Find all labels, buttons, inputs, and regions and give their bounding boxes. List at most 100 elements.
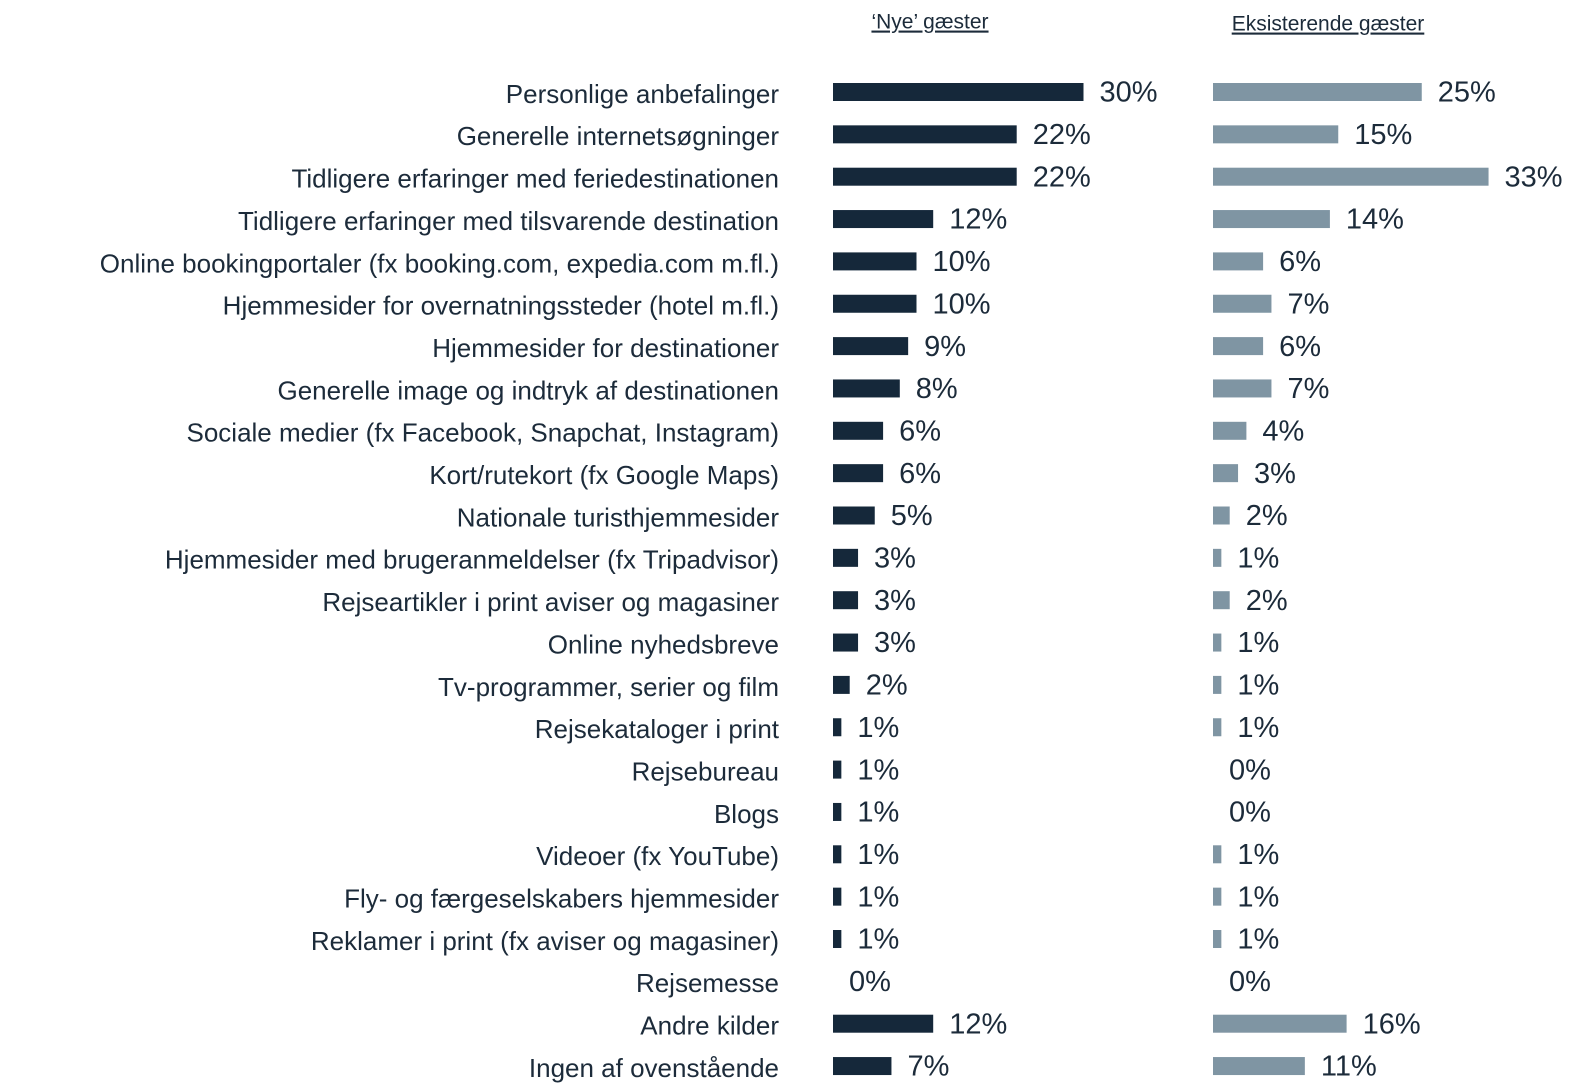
value-label: 4%: [1262, 415, 1304, 447]
value-label: 2%: [1246, 500, 1288, 532]
bar: [1213, 506, 1230, 525]
category-label: Ingen af ovenstående: [529, 1053, 779, 1083]
category-label: Hjemmesider for overnatningssteder (hote…: [223, 291, 779, 321]
category-label: Rejsebureau: [632, 756, 779, 786]
value-label: 1%: [1237, 924, 1279, 956]
bar: [1213, 1057, 1305, 1076]
value-label: 1%: [1237, 712, 1279, 744]
bar: [833, 337, 909, 356]
value-label: 15%: [1354, 119, 1412, 151]
value-label: 33%: [1505, 161, 1563, 193]
value-label: 16%: [1363, 1008, 1421, 1040]
value-label: 0%: [1229, 966, 1271, 998]
bar: [833, 252, 917, 271]
value-label: 2%: [1246, 585, 1288, 617]
category-label: Online nyhedsbreve: [548, 629, 779, 659]
value-label: 7%: [1287, 373, 1329, 405]
category-label: Tidligere erfaringer med tilsvarende des…: [238, 206, 779, 236]
bar: [833, 125, 1017, 144]
value-label: 0%: [849, 966, 891, 998]
bar: [833, 379, 900, 398]
value-label: 0%: [1229, 797, 1271, 829]
bar: [833, 83, 1084, 101]
bar: [1213, 591, 1230, 610]
bar: [833, 167, 1017, 186]
bar: [1213, 379, 1272, 398]
value-label: 6%: [1279, 246, 1321, 278]
value-label: 1%: [1237, 627, 1279, 659]
bar: [833, 845, 842, 864]
category-label: Tv-programmer, serier og film: [438, 672, 779, 702]
bar: [833, 887, 842, 906]
bar: [833, 464, 884, 483]
value-label: 6%: [899, 415, 941, 447]
bar: [833, 421, 884, 440]
bar: [833, 506, 875, 525]
value-label: 3%: [1254, 458, 1296, 490]
value-label: 22%: [1033, 119, 1091, 151]
bar: [1213, 464, 1239, 483]
value-label: 22%: [1033, 161, 1091, 193]
category-label: Personlige anbefalinger: [506, 79, 780, 109]
value-label: 1%: [1237, 543, 1279, 575]
bar: [1213, 83, 1422, 101]
value-label: 0%: [1229, 754, 1271, 786]
bar: [833, 1014, 934, 1033]
value-label: 2%: [866, 670, 908, 702]
bar: [1213, 675, 1222, 694]
bar: [833, 675, 850, 694]
bar: [1213, 633, 1222, 652]
value-label: 9%: [924, 331, 966, 363]
category-label: Online bookingportaler (fx booking.com, …: [100, 248, 779, 278]
legend-entry: Eksisterende gæster: [1232, 13, 1425, 36]
value-label: 6%: [899, 458, 941, 490]
category-label: Blogs: [714, 799, 779, 829]
value-label: 10%: [933, 246, 991, 278]
category-label: Rejseartikler i print aviser og magasine…: [322, 587, 779, 617]
value-label: 5%: [891, 500, 933, 532]
legend-entry: ‘Nye’ gæster: [871, 11, 988, 34]
category-label: Rejsekataloger i print: [535, 714, 780, 744]
bar: [1213, 845, 1222, 864]
value-label: 1%: [857, 754, 899, 786]
bar: [1213, 718, 1222, 737]
bar: [833, 930, 842, 948]
bar: [833, 294, 917, 313]
value-label: 1%: [857, 797, 899, 829]
bar: [833, 210, 934, 229]
bar: [833, 633, 859, 652]
value-label: 3%: [874, 585, 916, 617]
category-label: Generelle internetsøgninger: [457, 121, 780, 151]
category-label: Andre kilder: [640, 1011, 779, 1041]
value-label: 14%: [1346, 204, 1404, 236]
bar: [1213, 337, 1264, 356]
category-label: Reklamer i print (fx aviser og magasiner…: [311, 926, 779, 956]
bar: [1213, 421, 1247, 440]
value-label: 1%: [857, 712, 899, 744]
bar: [1213, 125, 1339, 144]
value-label: 1%: [857, 924, 899, 956]
bar: [1213, 210, 1330, 229]
category-label: Generelle image og indtryk af destinatio…: [277, 375, 779, 405]
bar: [833, 591, 859, 610]
value-label: 30%: [1100, 77, 1158, 109]
value-label: 6%: [1279, 331, 1321, 363]
bar: [1213, 1014, 1347, 1033]
category-label: Hjemmesider for destinationer: [432, 333, 779, 363]
value-label: 8%: [916, 373, 958, 405]
bar: [833, 548, 859, 567]
value-label: 25%: [1438, 77, 1496, 109]
value-label: 1%: [1237, 670, 1279, 702]
category-label: Kort/rutekort (fx Google Maps): [429, 460, 779, 490]
category-label: Tidligere erfaringer med feriedestinatio…: [291, 164, 779, 194]
bar: [1213, 548, 1222, 567]
bar: [1213, 252, 1264, 271]
bar: [833, 1057, 892, 1076]
bar: [1213, 294, 1272, 313]
value-label: 12%: [949, 1008, 1007, 1040]
value-label: 1%: [857, 881, 899, 913]
value-label: 1%: [1237, 881, 1279, 913]
category-label: Hjemmesider med brugeranmeldelser (fx Tr…: [165, 545, 779, 575]
category-label: Sociale medier (fx Facebook, Snapchat, I…: [186, 418, 779, 448]
